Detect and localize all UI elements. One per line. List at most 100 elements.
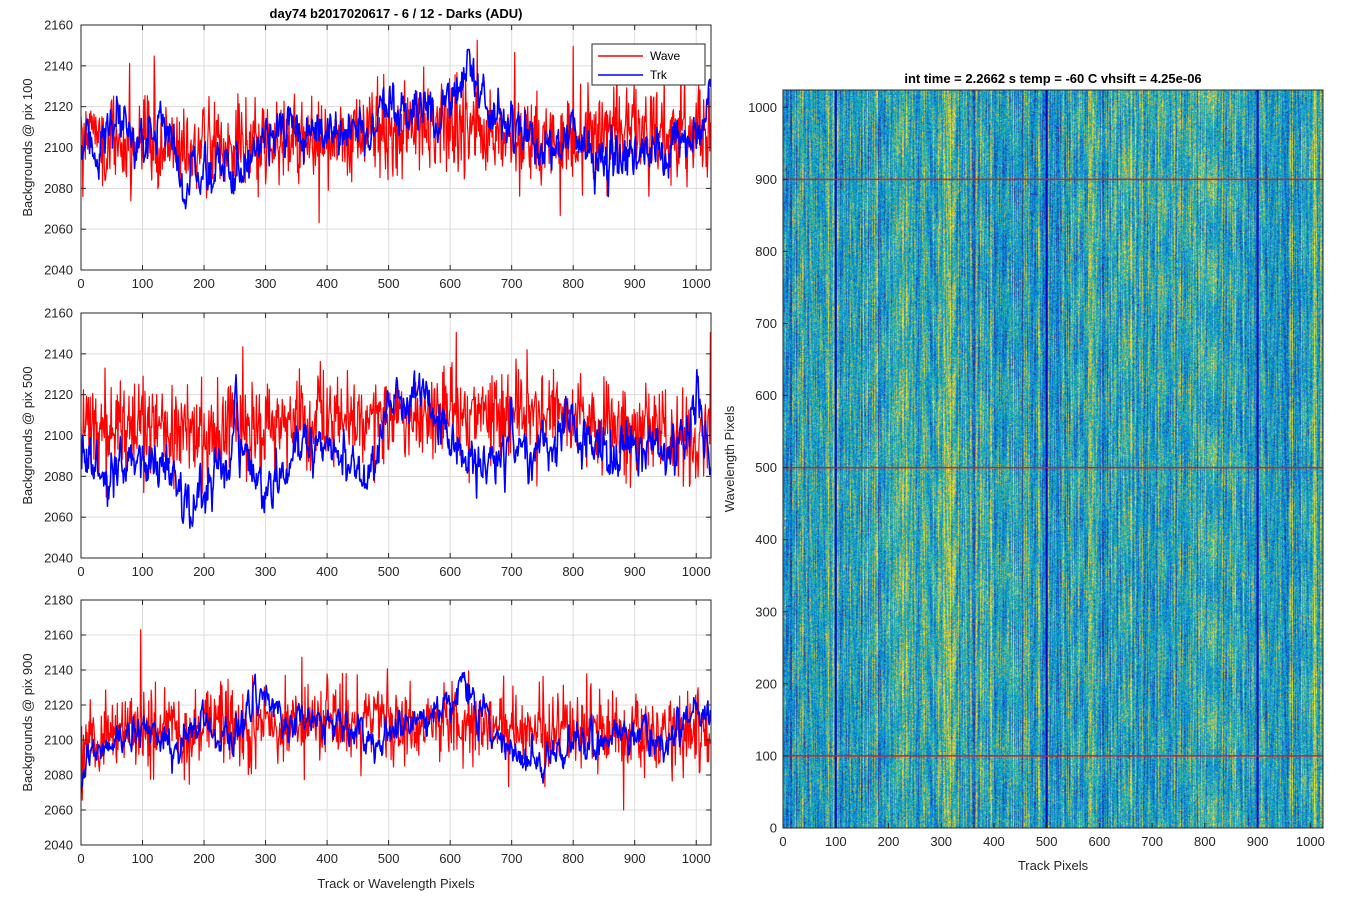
x-tick-label: 300: [255, 564, 277, 579]
x-tick-label: 0: [779, 834, 786, 849]
x-tick-label: 1000: [682, 851, 711, 866]
y-tick-label: 2160: [44, 628, 73, 643]
x-axis-label: Track or Wavelength Pixels: [317, 876, 475, 891]
legend-trk-label: Trk: [650, 68, 668, 82]
x-tick-label: 400: [983, 834, 1005, 849]
x-tick-label: 0: [77, 276, 84, 291]
y-tick-label: 2120: [44, 99, 73, 114]
y-tick-label: 2100: [44, 733, 73, 748]
x-axis-label: Track Pixels: [1018, 858, 1089, 873]
y-tick-label: 2080: [44, 469, 73, 484]
legend-wave-label: Wave: [650, 49, 681, 63]
x-tick-label: 900: [1247, 834, 1269, 849]
y-tick-label: 100: [755, 748, 777, 763]
panel-pix100: 0 100 200 300 400 500 600 700 800 900 1000 2040 2060…: [20, 6, 712, 291]
tick-layer: 0 100 200 300 400 500 600 700 800 900 1000 0 100 200 3…: [748, 100, 1325, 849]
grid: [80, 599, 711, 846]
y-tick-label: 200: [755, 676, 777, 691]
x-tick-label: 600: [439, 564, 461, 579]
x-tick-label: 300: [255, 851, 277, 866]
y-tick-label: 2180: [44, 593, 73, 608]
marker-lines: [783, 90, 1323, 828]
x-tick-label: 600: [1089, 834, 1111, 849]
panel-image: 0 100 200 300 400 500 600 700 800 900 1000 0 100 200 3…: [722, 71, 1325, 873]
y-tick-label: 2060: [44, 222, 73, 237]
x-tick-label: 700: [501, 851, 523, 866]
x-tick-label: 700: [501, 564, 523, 579]
axes-box: [782, 89, 1324, 829]
y-tick-label: 2080: [44, 768, 73, 783]
x-tick-label: 900: [624, 276, 646, 291]
series-layer: [81, 331, 711, 529]
x-tick-label: 100: [132, 276, 154, 291]
series-layer: [81, 629, 711, 811]
x-tick-label: 1000: [682, 276, 711, 291]
x-tick-label: 800: [562, 564, 584, 579]
x-tick-label: 400: [316, 851, 338, 866]
legend: Wave Trk: [591, 43, 706, 86]
x-tick-label: 800: [1194, 834, 1216, 849]
series-trk-line: [81, 48, 711, 210]
heatmap-image: [783, 90, 1323, 828]
y-tick-label: 2060: [44, 510, 73, 525]
panel-pix500: 0 100 200 300 400 500 600 700 800 900 1000 2040 2060…: [20, 306, 712, 579]
x-tick-label: 600: [439, 276, 461, 291]
x-tick-label: 900: [624, 564, 646, 579]
tick-layer: 0 100 200 300 400 500 600 700 800 900 1000 2040 2060…: [44, 593, 711, 866]
y-axis-label: Backgrounds @ pix 900: [20, 653, 35, 791]
y-axis-label: Backgrounds @ pix 500: [20, 366, 35, 504]
y-tick-label: 2100: [44, 140, 73, 155]
y-tick-label: 2120: [44, 698, 73, 713]
y-tick-label: 2040: [44, 838, 73, 853]
image-title: int time = 2.2662 s temp = -60 C vhsift …: [904, 71, 1201, 86]
y-tick-label: 2060: [44, 803, 73, 818]
y-tick-label: 2080: [44, 181, 73, 196]
y-tick-label: 900: [755, 172, 777, 187]
x-tick-label: 100: [825, 834, 847, 849]
x-tick-label: 0: [77, 851, 84, 866]
x-tick-label: 700: [501, 276, 523, 291]
y-tick-label: 0: [770, 821, 777, 836]
y-tick-label: 400: [755, 532, 777, 547]
y-tick-label: 2040: [44, 551, 73, 566]
y-axis-label: Wavelength Pixels: [722, 405, 737, 512]
x-tick-label: 300: [930, 834, 952, 849]
figure-title: day74 b2017020617 - 6 / 12 - Darks (ADU): [270, 6, 523, 21]
y-tick-label: 2040: [44, 263, 73, 278]
series-wave-line: [81, 39, 711, 224]
x-tick-label: 200: [193, 276, 215, 291]
x-tick-label: 200: [878, 834, 900, 849]
x-tick-label: 500: [378, 564, 400, 579]
series-trk-line: [81, 671, 711, 794]
y-tick-label: 500: [755, 460, 777, 475]
y-tick-label: 2160: [44, 306, 73, 321]
y-tick-label: 300: [755, 604, 777, 619]
x-tick-label: 200: [193, 564, 215, 579]
x-tick-label: 0: [77, 564, 84, 579]
y-tick-label: 600: [755, 388, 777, 403]
x-tick-label: 900: [624, 851, 646, 866]
x-tick-label: 500: [1036, 834, 1058, 849]
y-tick-label: 1000: [748, 100, 777, 115]
legend-box: [591, 43, 706, 86]
x-tick-label: 500: [378, 276, 400, 291]
x-tick-label: 100: [132, 564, 154, 579]
y-tick-label: 2140: [44, 58, 73, 73]
y-tick-label: 700: [755, 316, 777, 331]
panel-pix900: 0 100 200 300 400 500 600 700 800 900 1000 2040 2060…: [20, 593, 712, 891]
x-tick-label: 400: [316, 276, 338, 291]
x-tick-label: 100: [132, 851, 154, 866]
y-tick-label: 800: [755, 244, 777, 259]
y-tick-label: 2160: [44, 18, 73, 33]
x-tick-label: 500: [378, 851, 400, 866]
series-layer: [81, 39, 711, 224]
x-tick-label: 800: [562, 276, 584, 291]
series-trk-line: [81, 368, 711, 529]
axes-box: [80, 599, 712, 846]
y-tick-label: 2100: [44, 428, 73, 443]
tick-layer: 0 100 200 300 400 500 600 700 800 900 1000 2040 2060…: [44, 18, 711, 291]
x-tick-label: 400: [316, 564, 338, 579]
x-tick-label: 300: [255, 276, 277, 291]
x-tick-label: 1000: [1296, 834, 1325, 849]
